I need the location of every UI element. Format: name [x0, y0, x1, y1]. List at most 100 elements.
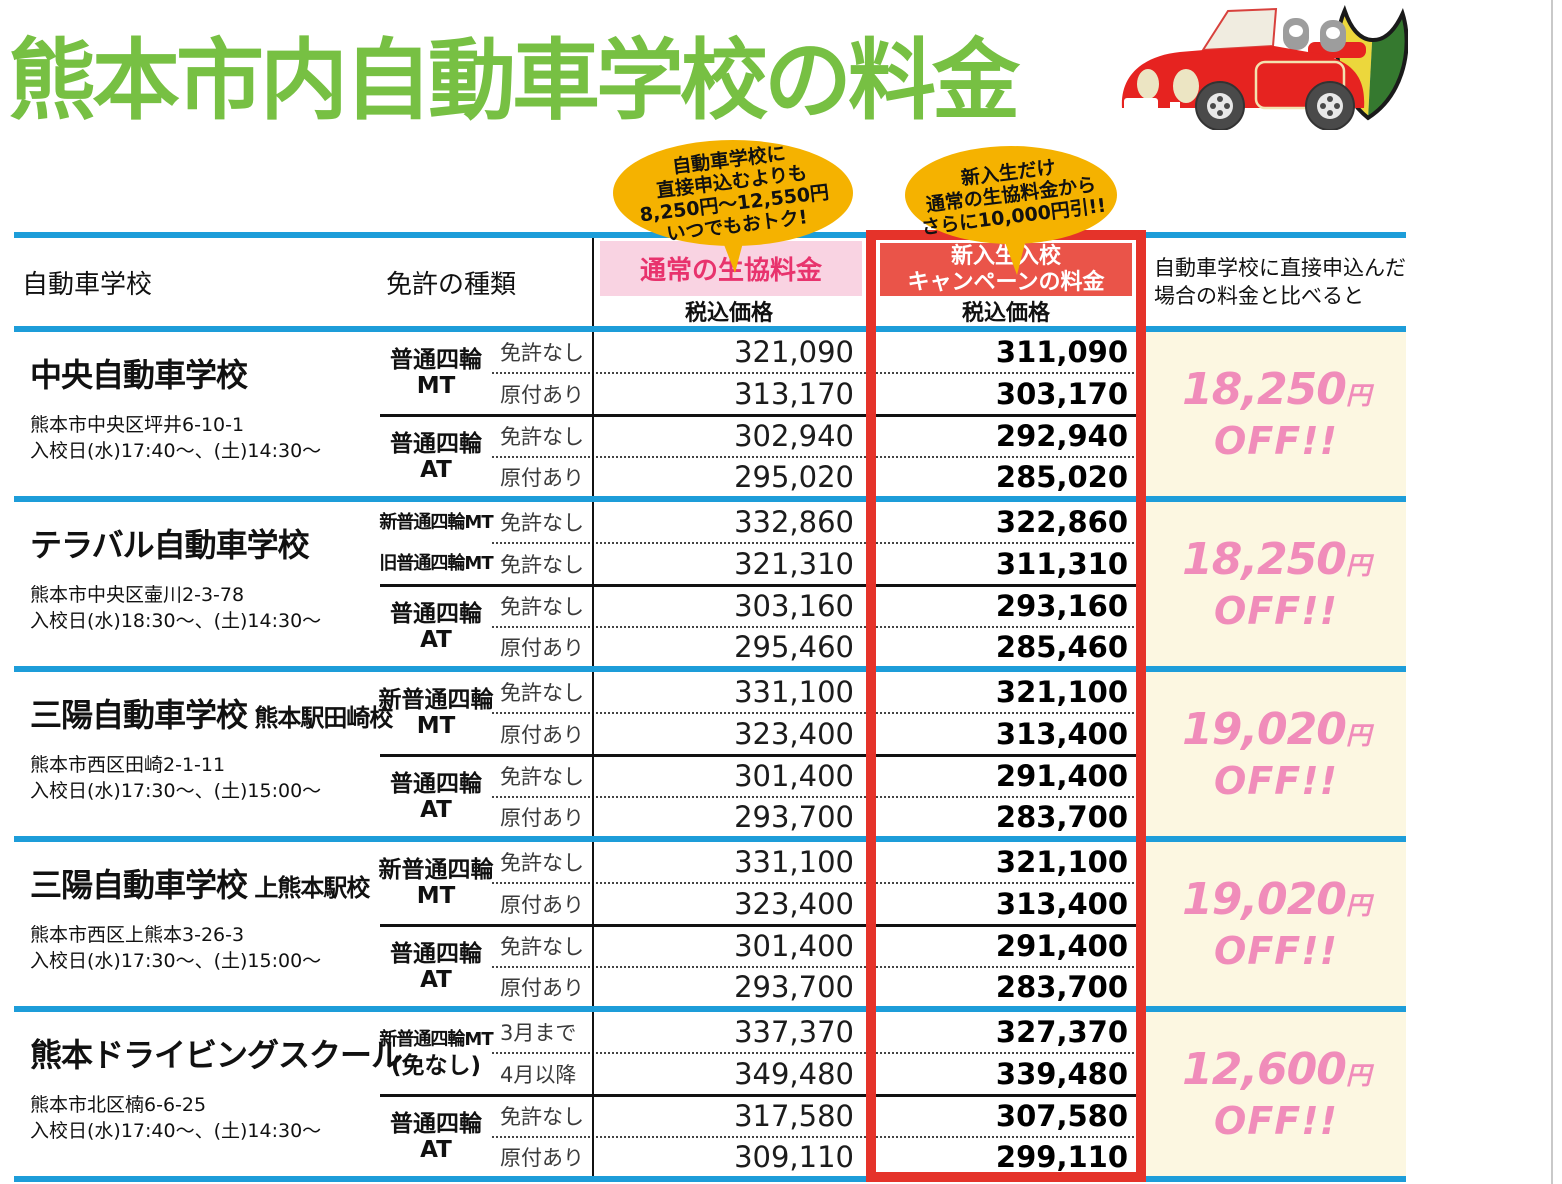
- price-row: 免許なし 331,100 321,100: [492, 672, 1146, 712]
- license-type-line: 旧普通四輪MT: [379, 552, 493, 574]
- license-type: 旧普通四輪MT: [379, 543, 493, 584]
- license-type-line: 普通四輪: [390, 1110, 482, 1137]
- discount-amount-value: 12,600円: [1182, 1046, 1371, 1100]
- license-type-line: MT: [416, 713, 456, 739]
- school-address: 熊本市西区上熊本3-26-3: [30, 924, 245, 946]
- price-row: 原付あり 295,020 285,020: [492, 455, 1146, 497]
- license-type-line: 新普通四輪: [378, 687, 494, 713]
- discount-amount-unit: 円: [1345, 721, 1371, 750]
- regular-price: 309,110: [734, 1139, 854, 1174]
- regular-price: 337,370: [734, 1015, 854, 1049]
- license-condition: 原付あり: [500, 383, 584, 407]
- license-group: 普通四輪 MT 免許なし 321,090 311,090 原付あり 313,170 303,1…: [380, 332, 1146, 414]
- discount-off-label: OFF!!: [1214, 759, 1338, 803]
- license-type-line: 新普通四輪MT: [379, 1029, 493, 1050]
- discount-amount-value: 19,020円: [1182, 706, 1371, 760]
- regular-price: 323,400: [734, 887, 854, 921]
- price-row: 免許なし 331,100 321,100: [492, 842, 1146, 882]
- license-condition: 免許なし: [500, 765, 584, 790]
- license-condition: 免許なし: [500, 553, 584, 577]
- campaign-price: 311,310: [995, 547, 1128, 581]
- divider: [14, 836, 1406, 842]
- school-block: 中央自動車学校 熊本市中央区坪井6-10-1 入校日(水)17:40～、(土)14:…: [14, 332, 1406, 496]
- discount-amount-number: 18,250: [1182, 534, 1347, 585]
- school-schedule: 入校日(水)17:40～、(土)14:30～: [30, 1120, 322, 1142]
- license-condition: 免許なし: [500, 851, 584, 875]
- license-price-grid: 新普通四輪MT (免なし) 3月まで 337,370 327,370 4月以降 349,48…: [379, 1012, 1146, 1177]
- license-group: 新普通四輪MT 旧普通四輪MT 免許なし 332,860 322,860 免許なし 321,…: [379, 502, 1146, 584]
- header-license-column: 免許の種類: [386, 269, 517, 300]
- license-type: 普通四輪 AT: [380, 1097, 492, 1176]
- compare-header-line2: 場合の料金と比べると: [1154, 284, 1364, 308]
- license-type: 普通四輪 AT: [380, 757, 492, 836]
- campaign-price: 293,160: [995, 589, 1128, 624]
- campaign-price: 307,580: [995, 1099, 1128, 1134]
- bubble-shape: [613, 140, 853, 273]
- license-type-line: 普通四輪: [390, 770, 482, 797]
- discount-amount-unit: 円: [1345, 381, 1371, 410]
- price-row: 原付あり 309,110 299,110: [492, 1135, 1146, 1177]
- price-rows: 免許なし 303,160 293,160 原付あり 295,460 285,460: [492, 587, 1146, 666]
- discount-amount-value: 18,250円: [1182, 534, 1371, 590]
- discount-amount: 18,250円 OFF!!: [1182, 366, 1371, 463]
- school-info: 熊本ドライビングスクール 熊本市北区楠6-6-25 入校日(水)17:40～、(土)…: [14, 1012, 403, 1176]
- license-group: 普通四輪 AT 免許なし 301,400 291,400 原付あり 293,700 283,7…: [380, 924, 1146, 1006]
- regular-price: 303,160: [734, 589, 854, 624]
- header-school-column: 自動車学校: [22, 269, 153, 300]
- license-condition: 4月以降: [500, 1063, 577, 1087]
- discount-cell: 19,020円 OFF!!: [1146, 672, 1406, 836]
- divider: [14, 666, 1406, 672]
- school-schedule: 入校日(水)17:30～、(土)15:00～: [30, 780, 322, 802]
- campaign-price: 299,110: [995, 1139, 1128, 1174]
- campaign-price: 339,480: [995, 1057, 1128, 1091]
- school-block: テラバル自動車学校 熊本市中央区壷川2-3-78 入校日(水)18:30～、(土)1…: [14, 502, 1406, 666]
- license-type-line: AT: [420, 796, 452, 823]
- campaign-price: 311,090: [995, 335, 1128, 369]
- regular-price: 293,700: [734, 799, 854, 834]
- discount-cell: 18,250円 OFF!!: [1146, 332, 1406, 496]
- school-address: 熊本市中央区壷川2-3-78: [30, 584, 245, 606]
- school-name-suffix: 上熊本駅校: [247, 874, 370, 902]
- price-rows: 免許なし 301,400 291,400 原付あり 293,700 283,700: [492, 927, 1146, 1006]
- school-info: 三陽自動車学校 熊本駅田崎校 熊本市西区田崎2-1-11 入校日(水)17:30～、…: [14, 672, 393, 836]
- license-condition: 免許なし: [500, 935, 584, 960]
- license-type-column: 普通四輪 AT: [380, 587, 492, 666]
- discount-cell: 12,600円 OFF!!: [1146, 1012, 1406, 1176]
- discount-amount-number: 19,020: [1182, 874, 1347, 925]
- license-type-line: AT: [420, 966, 452, 993]
- license-price-grid: 新普通四輪MT 旧普通四輪MT 免許なし 332,860 322,860 免許なし 321,…: [379, 502, 1146, 666]
- table-header: 自動車学校 免許の種類 通常の生協料金 税込価格 新入生入校 キャンペーンの料金…: [14, 238, 1406, 326]
- school-address: 熊本市中央区坪井6-10-1: [30, 414, 245, 436]
- discount-cell: 18,250円 OFF!!: [1146, 502, 1406, 666]
- divider: [14, 496, 1406, 502]
- license-group: 新普通四輪 MT 免許なし 331,100 321,100 原付あり 323,400 313,…: [379, 842, 1146, 924]
- license-type: 普通四輪 AT: [380, 927, 492, 1006]
- school-schedule: 入校日(水)17:30～、(土)15:00～: [30, 950, 322, 972]
- discount-amount-unit: 円: [1345, 551, 1371, 580]
- wheel-icon: [1195, 81, 1355, 131]
- speech-bubble-campaign-discount: 新入生だけ 通常の生協料金から さらに10,000円引!!: [903, 145, 1119, 277]
- license-type-column: 新普通四輪MT 旧普通四輪MT: [379, 502, 493, 584]
- license-condition: 原付あり: [500, 723, 584, 747]
- license-type-line: 普通四輪: [390, 347, 482, 373]
- price-row: 原付あり 323,400 313,400: [492, 712, 1146, 754]
- regular-price: 321,310: [734, 547, 854, 581]
- page-edge-line: [1551, 0, 1553, 1184]
- regular-tax-included-label: 税込価格: [684, 301, 773, 326]
- discount-amount-value: 19,020円: [1182, 874, 1371, 930]
- license-type-column: 普通四輪 AT: [380, 1097, 492, 1176]
- campaign-price: 291,400: [995, 929, 1128, 964]
- school-schedule: 入校日(水)18:30～、(土)14:30～: [30, 610, 322, 632]
- license-type: 普通四輪 MT: [380, 332, 492, 414]
- school-block: 三陽自動車学校 上熊本駅校 熊本市西区上熊本3-26-3 入校日(水)17:30～、…: [14, 842, 1406, 1006]
- license-type-line: AT: [420, 1136, 452, 1163]
- campaign-price: 285,460: [995, 629, 1128, 664]
- regular-price: 321,090: [734, 335, 854, 369]
- divider: [14, 326, 1406, 332]
- license-type: 新普通四輪MT: [379, 502, 493, 543]
- regular-price: 295,020: [734, 459, 854, 494]
- license-type-line: 新普通四輪MT: [379, 511, 493, 533]
- discount-amount: 19,020円 OFF!!: [1182, 874, 1371, 973]
- campaign-price: 285,020: [995, 459, 1128, 494]
